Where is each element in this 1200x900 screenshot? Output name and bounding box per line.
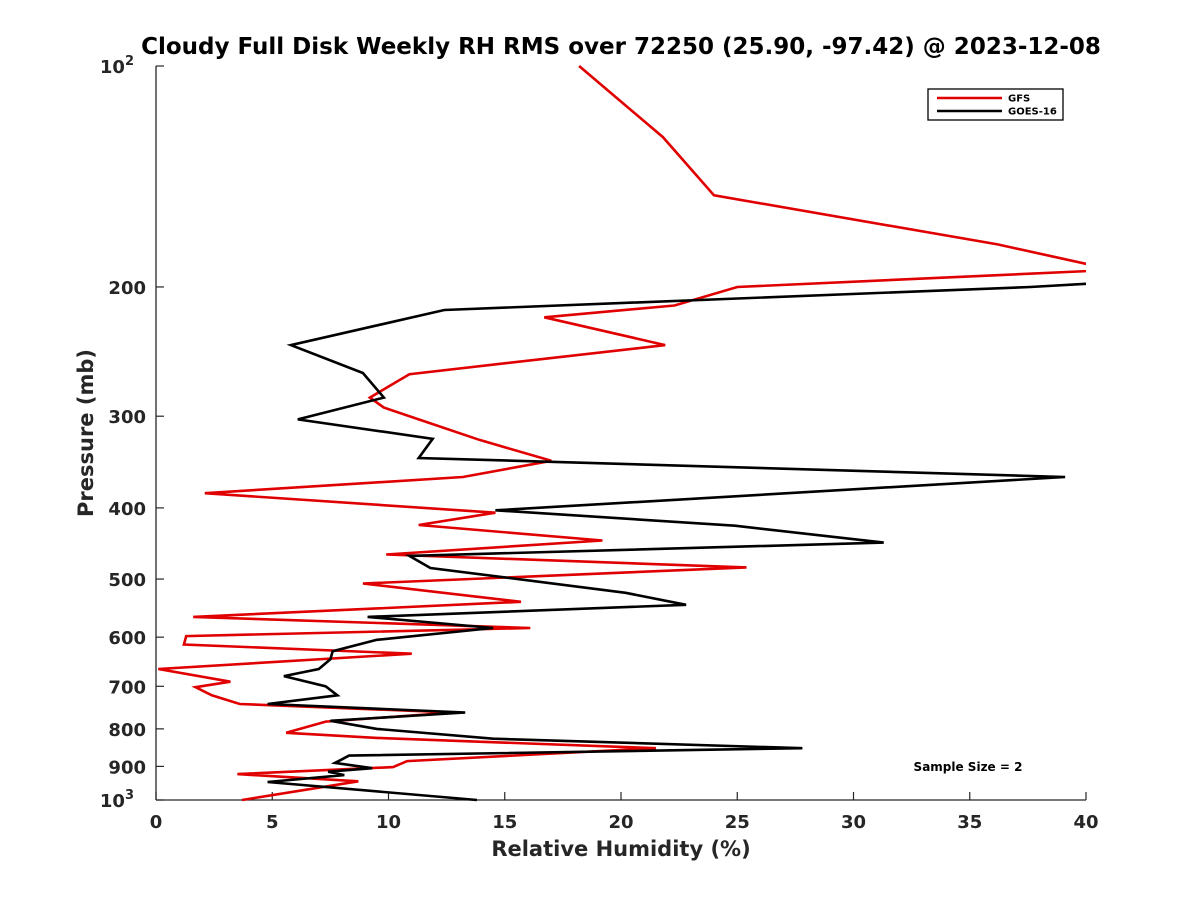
y-tick-label: 500 xyxy=(108,570,146,591)
x-axis-title: Relative Humidity (%) xyxy=(491,837,750,861)
x-tick-label: 15 xyxy=(492,812,517,833)
y-tick-label: 900 xyxy=(108,757,146,778)
y-tick-label: 300 xyxy=(108,407,146,428)
series-line-gfs xyxy=(158,65,1086,802)
y-tick-label: 200 xyxy=(108,278,146,299)
x-tick-label: 10 xyxy=(376,812,401,833)
series-line-goes-16 xyxy=(267,282,1086,802)
x-tick-label: 25 xyxy=(725,812,750,833)
y-tick-label: 600 xyxy=(108,628,146,649)
y-tick-label: 400 xyxy=(108,499,146,520)
plot-area xyxy=(155,65,1087,802)
sample-size-note: Sample Size = 2 xyxy=(914,760,1023,774)
y-tick-label: 102 xyxy=(100,54,134,78)
x-tick-label: 30 xyxy=(841,812,866,833)
x-tick-label: 0 xyxy=(150,812,163,833)
legend: GFS GOES-16 xyxy=(927,88,1064,121)
legend-label: GOES-16 xyxy=(1008,107,1057,118)
x-tick-label: 35 xyxy=(957,812,982,833)
x-tick-label: 40 xyxy=(1073,812,1098,833)
chart-title: Cloudy Full Disk Weekly RH RMS over 7225… xyxy=(141,34,1101,60)
y-tick-label: 800 xyxy=(108,720,146,741)
y-tick-label: 700 xyxy=(108,677,146,698)
x-tick-label: 5 xyxy=(266,812,279,833)
x-tick-label: 20 xyxy=(608,812,633,833)
y-tick-label: 103 xyxy=(100,788,134,812)
y-axis-title: Pressure (mb) xyxy=(74,349,98,517)
legend-box xyxy=(927,88,1064,121)
legend-label: GFS xyxy=(1008,94,1030,105)
